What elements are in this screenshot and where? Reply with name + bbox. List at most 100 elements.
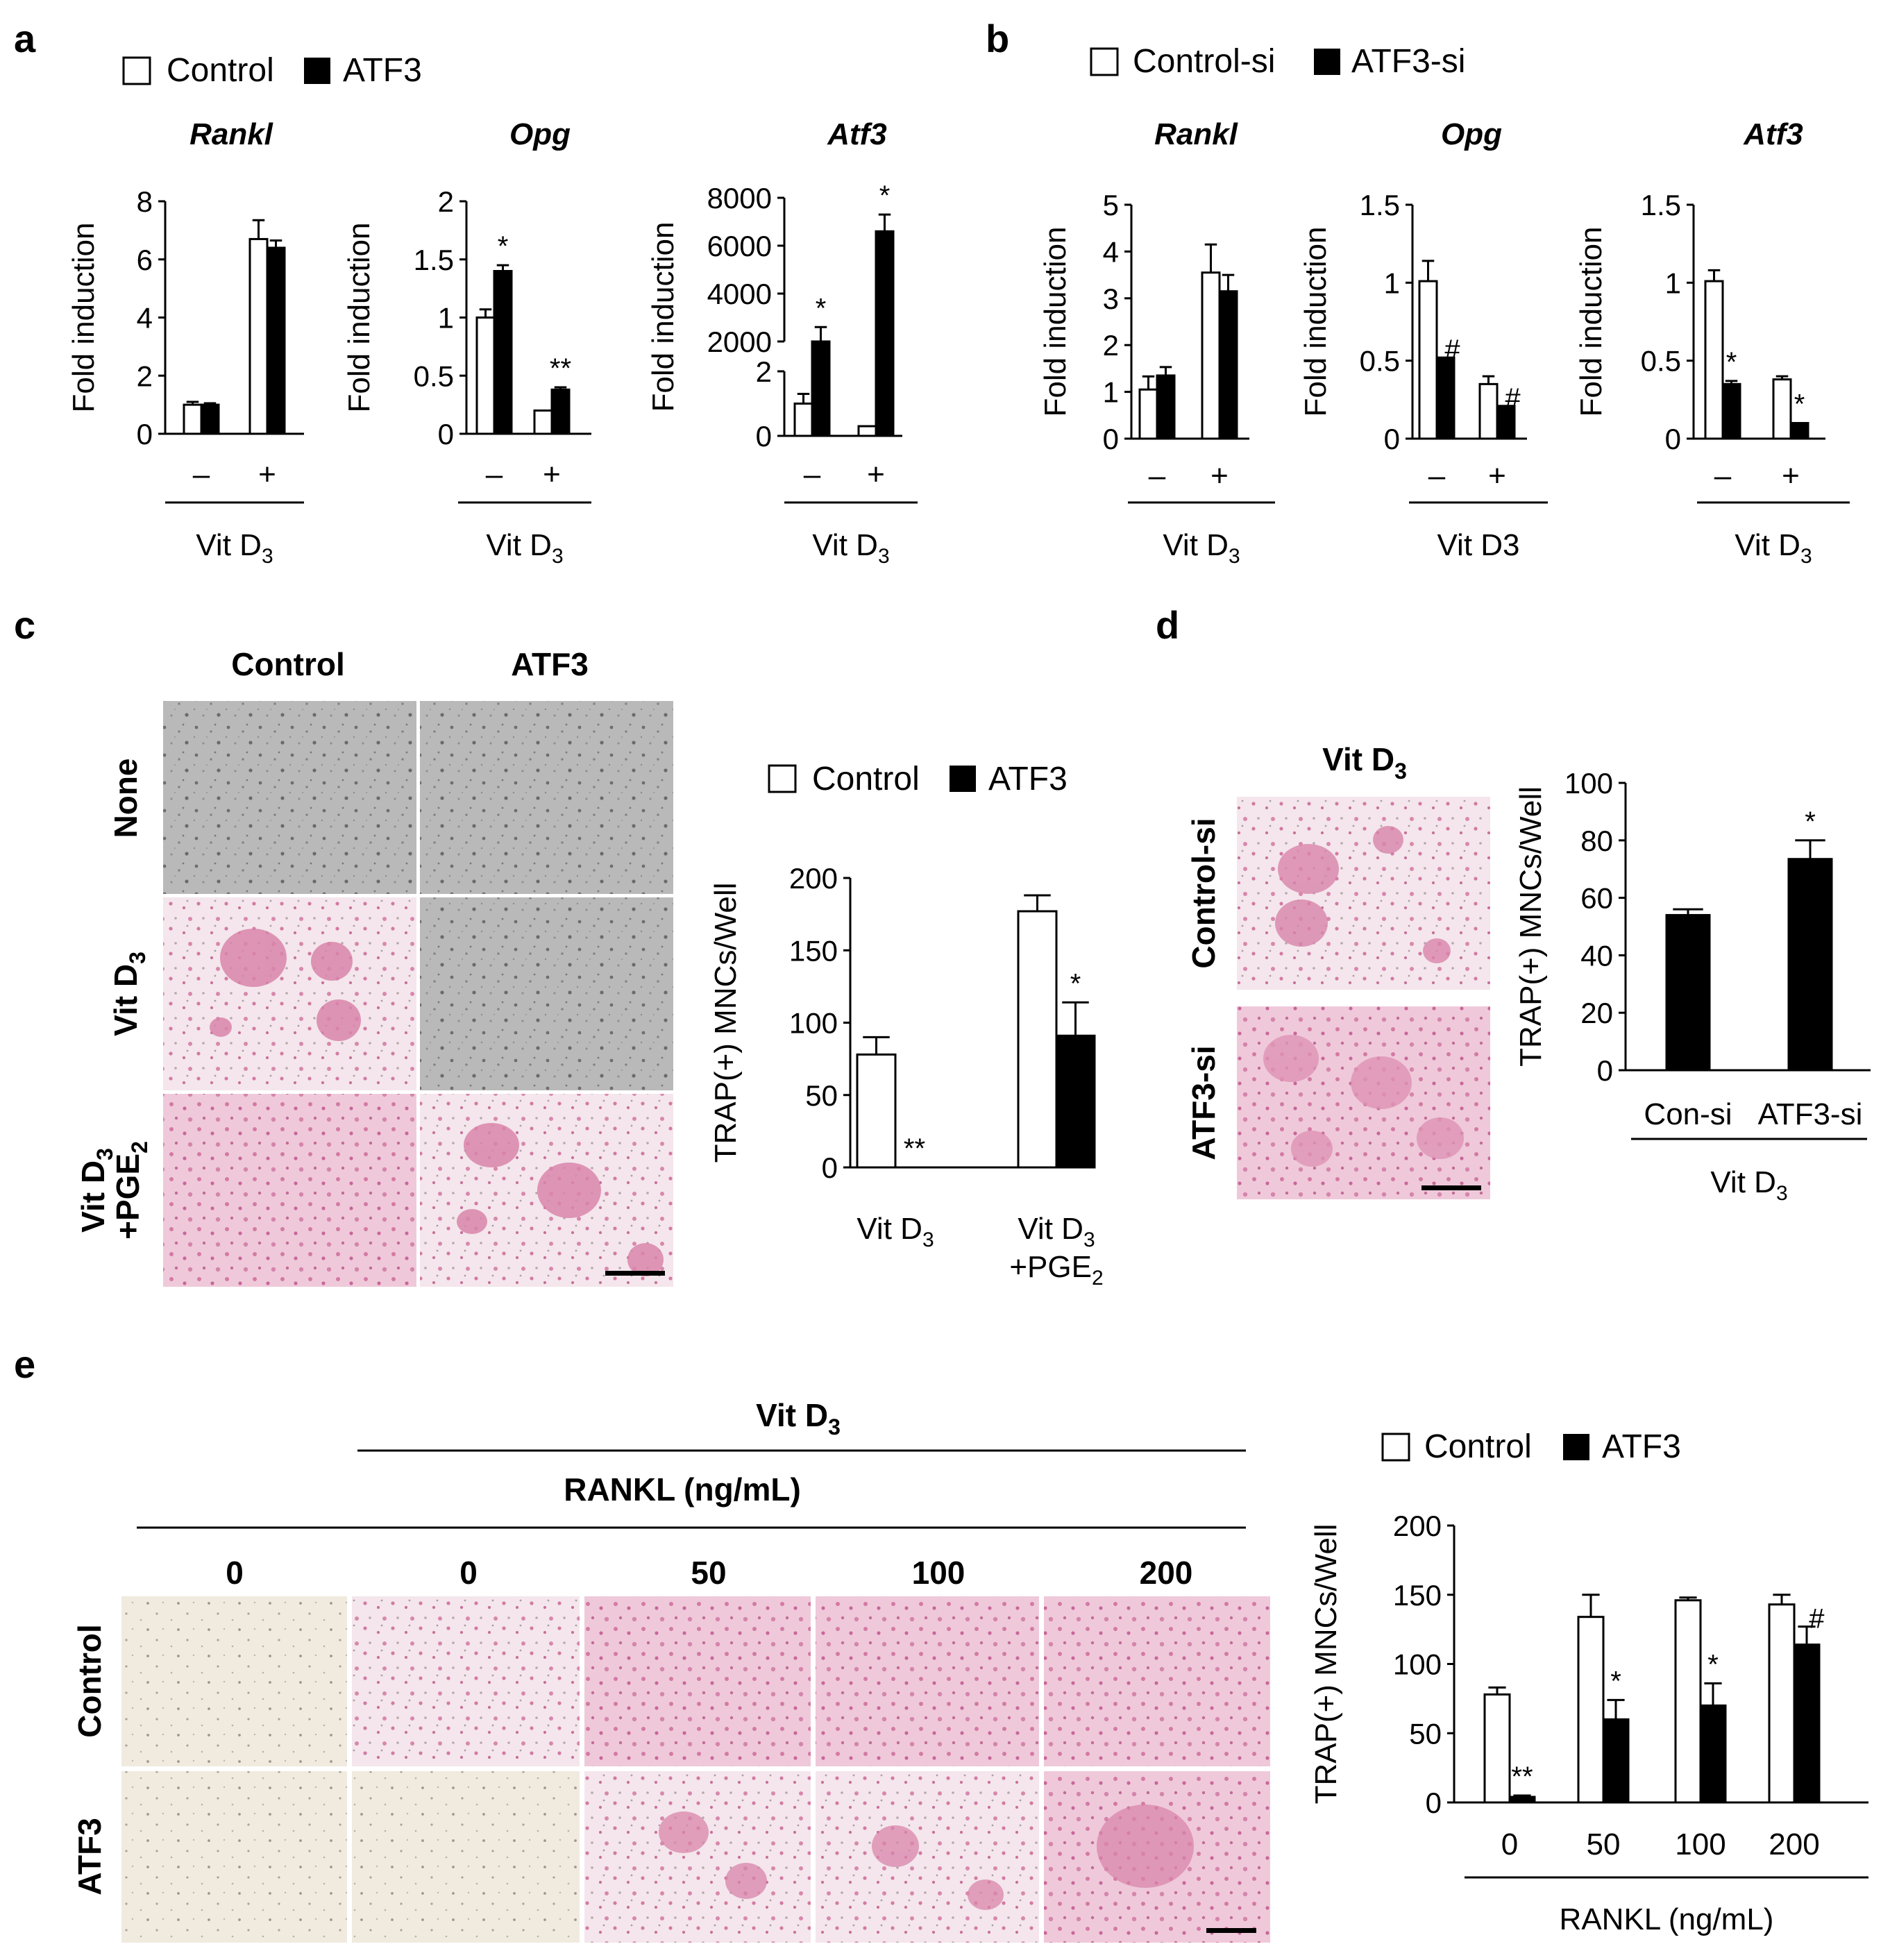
y-tick-label: 150: [1393, 1579, 1442, 1612]
legend-a: Control ATF3: [122, 52, 422, 89]
bar: [875, 230, 895, 437]
legend-label-control: Control: [812, 761, 920, 797]
y-tick-label: 1: [1665, 267, 1681, 299]
bar: [266, 246, 286, 435]
micrograph-control-vitd3-pge2: [163, 1094, 416, 1287]
x-category-label: –: [1149, 459, 1166, 493]
y-tick-label: 0.5: [1360, 345, 1400, 378]
y-tick-label: 0.5: [1641, 345, 1681, 378]
bar: [1577, 1616, 1605, 1804]
chart-title: Rankl: [1154, 117, 1238, 151]
x-category-label: Con-si: [1644, 1097, 1732, 1131]
x-category-label: 200: [1769, 1827, 1819, 1861]
panel-c-micrographs: Control ATF3 None Vit D3 Vit D3 +PGE2: [75, 646, 673, 1287]
legend-swatch-control: [1381, 1433, 1410, 1462]
micrograph-control-vitd3: [163, 897, 416, 1090]
panel-label-e: e: [14, 1342, 35, 1386]
legend-label-atf3-si: ATF3-si: [1351, 43, 1465, 80]
y-tick-label: 6: [137, 244, 153, 276]
chart-title: Opg: [1441, 117, 1502, 151]
y-tick-label: 1: [1384, 267, 1400, 299]
y-tick-label: 8000: [707, 182, 772, 214]
legend-swatch-atf3: [1563, 1434, 1589, 1460]
bar: [1218, 290, 1238, 440]
bar: [856, 1053, 897, 1169]
bar: [1508, 1796, 1536, 1804]
row-header-vitd3: Vit D3: [108, 952, 150, 1036]
osteoclast-clusters: [1263, 1035, 1464, 1167]
osteoclast-clusters: [457, 1123, 664, 1276]
panel-e-micrographs: Vit D3 RANKL (ng/mL) 0 0 50 100 200 Cont…: [71, 1397, 1270, 1943]
x-category-label: ATF3-si: [1758, 1097, 1863, 1131]
col-header-rankl-100: 100: [912, 1555, 965, 1591]
x-category-label: +: [1782, 459, 1800, 493]
y-tick-label: 2000: [707, 326, 772, 358]
x-category-label: –: [486, 457, 503, 491]
y-axis-label: Fold induction: [342, 223, 376, 413]
group-label: Vit D3: [1735, 528, 1812, 568]
x-category-label: –: [193, 457, 210, 491]
bar: [1017, 910, 1058, 1169]
col-header-rankl-0-vitd3: 0: [459, 1555, 478, 1591]
legend-label-atf3: ATF3: [988, 761, 1068, 797]
group-label: RANKL (ng/mL): [1560, 1902, 1774, 1936]
x-category-label: +: [258, 457, 276, 491]
treatment-header-vitd3: Vit D3: [756, 1397, 841, 1439]
legend-b: Control-si ATF3-si: [1090, 43, 1465, 80]
bar: [1772, 378, 1792, 440]
chart-title: Rankl: [189, 117, 273, 151]
micrograph-atf3-vitd3-rankl-0: [352, 1771, 580, 1943]
y-tick-label: 100: [1564, 767, 1613, 800]
y-tick-label: 2: [756, 355, 772, 388]
x-category-label: –: [1714, 459, 1732, 493]
y-tick-label: 40: [1580, 939, 1613, 972]
significance-mark: **: [1511, 1762, 1533, 1792]
micrograph-atf3-vitd3-rankl-100: [816, 1771, 1039, 1943]
y-tick-label: 3: [1103, 282, 1119, 315]
bar: [857, 425, 877, 437]
chart-d-trap: TRAP(+) MNCs/Well 0 20 40 60 80 100 * Con-si ATF3…: [1514, 767, 1871, 1205]
bar: [1138, 388, 1158, 440]
scale-bar: [1421, 1185, 1481, 1190]
bar: [493, 270, 513, 435]
bar: [1787, 858, 1833, 1072]
legend-label-control: Control: [1424, 1428, 1532, 1465]
y-tick-label: 0: [1426, 1786, 1442, 1819]
significance-mark: **: [904, 1133, 925, 1164]
legend-c: Control ATF3: [768, 761, 1068, 797]
y-tick-label: 50: [1409, 1717, 1442, 1750]
significance-mark: **: [550, 353, 571, 384]
legend-swatch-control: [122, 56, 151, 85]
y-tick-label: 2: [137, 360, 153, 392]
y-axis-label: Fold induction: [1038, 227, 1072, 417]
micrograph-control-vitd3-rankl-100: [816, 1596, 1039, 1766]
bar: [1793, 1644, 1821, 1804]
legend-label-control: Control: [167, 52, 274, 89]
bar: [1602, 1718, 1630, 1804]
y-tick-label: 150: [789, 934, 838, 967]
y-tick-label: 1.5: [1360, 189, 1400, 221]
bar: [1721, 382, 1741, 440]
y-tick-label: 1.5: [414, 244, 454, 276]
y-tick-label: 5: [1103, 189, 1119, 221]
group-label: Vit D3: [1163, 528, 1240, 568]
significance-mark: *: [1726, 347, 1737, 378]
row-header-vitd3-pge2: Vit D3: [75, 1148, 117, 1233]
y-tick-label: 1: [1103, 376, 1119, 409]
row-header-none: None: [108, 759, 144, 838]
col-header-rankl-50: 50: [691, 1555, 726, 1591]
y-tick-label: 2: [1103, 329, 1119, 362]
panel-label-d: d: [1156, 603, 1179, 647]
bar: [1699, 1704, 1727, 1804]
y-tick-label: 0: [438, 418, 454, 450]
group-label: Vit D3: [1710, 1165, 1787, 1205]
x-category-label: Vit D3: [1018, 1212, 1095, 1251]
x-category-label: 50: [1587, 1827, 1621, 1861]
y-tick-label: 2: [438, 185, 454, 218]
y-axis-label: Fold induction: [1574, 227, 1608, 417]
bar: [1435, 356, 1456, 440]
y-tick-label: 1.5: [1641, 189, 1681, 221]
col-header-rankl-200: 200: [1140, 1555, 1193, 1591]
micrograph-control-vitd3-rankl-200: [1044, 1596, 1270, 1766]
